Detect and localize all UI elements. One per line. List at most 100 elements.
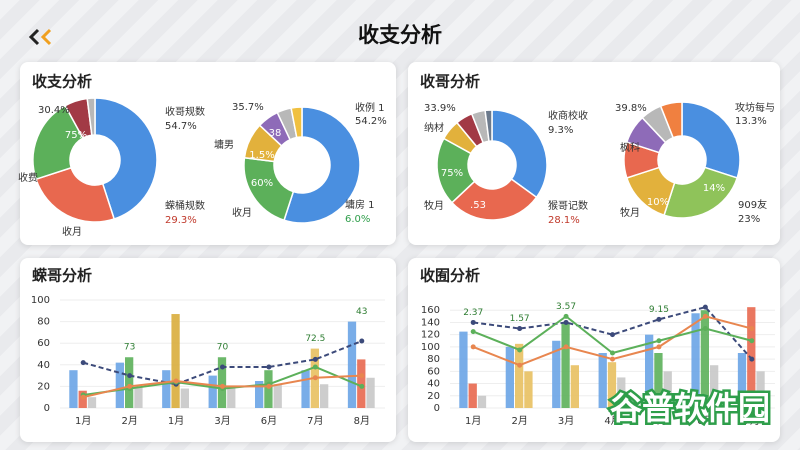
donut-label: 14% [703,183,725,194]
bar [115,362,124,408]
line-point [517,362,523,368]
x-tick-label: 1月 [75,415,91,427]
line-point [470,319,476,325]
line-point [312,356,318,362]
bar [607,362,617,408]
line-point [127,383,133,389]
annotation: 72.5 [305,334,325,344]
x-tick-label: 1月 [465,415,481,427]
bar [477,395,487,408]
bar [552,340,561,408]
y-tick-label: 40 [427,379,440,390]
donut-label: 54.7% [165,121,197,132]
donut-label: 13.3% [735,116,767,127]
donut-segment [659,101,683,139]
donut-label: 60% [251,178,273,189]
bar [468,383,477,408]
x-tick-label: 8月 [354,415,370,427]
y-tick-label: 60 [427,366,440,377]
donut-label: 35.7% [232,102,264,113]
bar [171,314,180,408]
bar [598,353,607,408]
donut-label: 6.0% [345,214,370,225]
donut-label: 猴哥记数 [548,199,588,212]
donut-segment [450,178,538,221]
line-point [470,329,476,335]
line-point [266,383,272,389]
x-tick-label: 2月 [121,415,137,427]
donut-label: 10% [647,197,669,208]
x-tick-label: 3月 [214,415,230,427]
bar [700,310,709,408]
donut-label: 收月 [232,206,252,219]
back-arrow[interactable] [28,28,40,46]
donut-label: 收商校收 [548,109,588,122]
x-tick-label: 1月 [168,415,184,427]
bar [134,386,143,408]
donut-label: 墉房 1 [345,198,375,211]
donut-segment [491,109,548,199]
donut-label: 23% [738,214,760,225]
donut-label: 33.9% [424,103,456,114]
annotation: 1.57 [510,314,530,324]
bar [570,365,579,408]
x-tick-label: 2月 [511,415,527,427]
y-tick-label: 160 [421,305,440,316]
donut-label: 收哥规数 [165,105,205,118]
x-tick-label: 7月 [744,415,760,427]
line-point [266,364,272,370]
panel-title: 收哥分析 [420,73,480,91]
page-title: 收支分析 [358,23,442,47]
line-point [702,326,708,332]
donut-label: .53 [470,200,486,211]
line-point [563,319,569,325]
bar [663,371,672,408]
line-point [80,394,86,400]
bar [301,370,310,408]
donut-label: 54.2% [355,116,387,127]
bar [264,370,273,408]
x-tick-label: 4月 [604,415,620,427]
donut-label: 30.4% [38,105,70,116]
bar [273,384,282,408]
back-arrow-accent[interactable] [40,28,52,46]
line-point [517,347,523,353]
donut-label: 39.8% [615,103,647,114]
bar [645,334,654,408]
bar [710,365,719,408]
bar [524,371,533,408]
bar [617,377,626,408]
line-point [749,326,755,332]
donut-segment [32,104,84,181]
donut-segment [86,97,96,137]
annotation: 3.57 [556,302,576,312]
panel-title: 蝾哥分析 [32,267,92,285]
bar [69,370,78,408]
donut-label: 909友 [738,198,767,211]
line-point [702,304,708,310]
donut-label: 蝾桶规数 [165,199,205,212]
donut-label: 枫科 [620,141,640,154]
donut-label: 牧月 [620,206,640,219]
donut-segment [484,109,493,143]
bar [756,371,765,408]
y-tick-label: 120 [421,330,440,341]
donut-label: 攻坊每与 [735,101,775,114]
panel-title: 收囿分析 [420,267,480,285]
donut-label: 收例 1 [355,101,385,114]
y-tick-label: 0 [44,403,50,414]
donut-segment [663,166,739,219]
bar [691,313,700,408]
line-point [312,375,318,381]
line-point [220,364,225,370]
donut-segment [290,106,303,139]
x-tick-label: 6月 [697,415,713,427]
panel-title: 收支分析 [32,73,92,91]
y-tick-label: 100 [421,342,440,353]
line-point [312,364,318,370]
bar [255,381,264,408]
annotation: 43 [356,307,367,317]
line-point [749,356,755,362]
bar [515,343,524,408]
